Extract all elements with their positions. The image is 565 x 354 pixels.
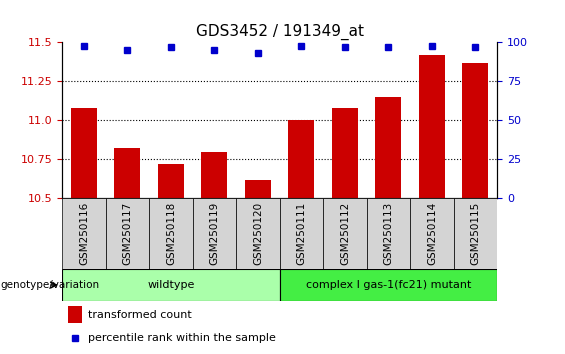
Bar	[245, 179, 271, 198]
Bar	[280, 198, 323, 269]
Text: wildtype: wildtype	[147, 280, 194, 290]
Bar	[323, 198, 367, 269]
Bar	[106, 198, 149, 269]
Bar	[454, 198, 497, 269]
Text: genotype/variation: genotype/variation	[0, 280, 99, 290]
Bar	[462, 63, 489, 198]
Text: GSM250120: GSM250120	[253, 202, 263, 265]
Bar	[62, 269, 280, 301]
Text: GSM250114: GSM250114	[427, 202, 437, 265]
Text: GSM250116: GSM250116	[79, 202, 89, 265]
Bar	[71, 108, 97, 198]
Bar	[419, 55, 445, 198]
Bar	[410, 198, 454, 269]
Bar	[280, 269, 497, 301]
Bar	[375, 97, 402, 198]
Bar	[201, 152, 228, 198]
Bar	[236, 198, 280, 269]
Text: GSM250117: GSM250117	[123, 202, 132, 265]
Bar	[62, 198, 106, 269]
Bar	[288, 120, 315, 198]
Bar	[149, 198, 193, 269]
Title: GDS3452 / 191349_at: GDS3452 / 191349_at	[195, 23, 364, 40]
Text: GSM250113: GSM250113	[384, 202, 393, 265]
Text: GSM250111: GSM250111	[297, 202, 306, 265]
Bar	[114, 148, 141, 198]
Bar	[68, 306, 82, 323]
Text: GSM250112: GSM250112	[340, 202, 350, 265]
Text: complex I gas-1(fc21) mutant: complex I gas-1(fc21) mutant	[306, 280, 471, 290]
Text: GSM250115: GSM250115	[471, 202, 480, 265]
Bar	[158, 164, 184, 198]
Bar	[193, 198, 236, 269]
Text: GSM250119: GSM250119	[210, 202, 219, 265]
Text: GSM250118: GSM250118	[166, 202, 176, 265]
Bar	[332, 108, 358, 198]
Text: transformed count: transformed count	[88, 310, 192, 320]
Text: percentile rank within the sample: percentile rank within the sample	[88, 333, 276, 343]
Bar	[367, 198, 410, 269]
